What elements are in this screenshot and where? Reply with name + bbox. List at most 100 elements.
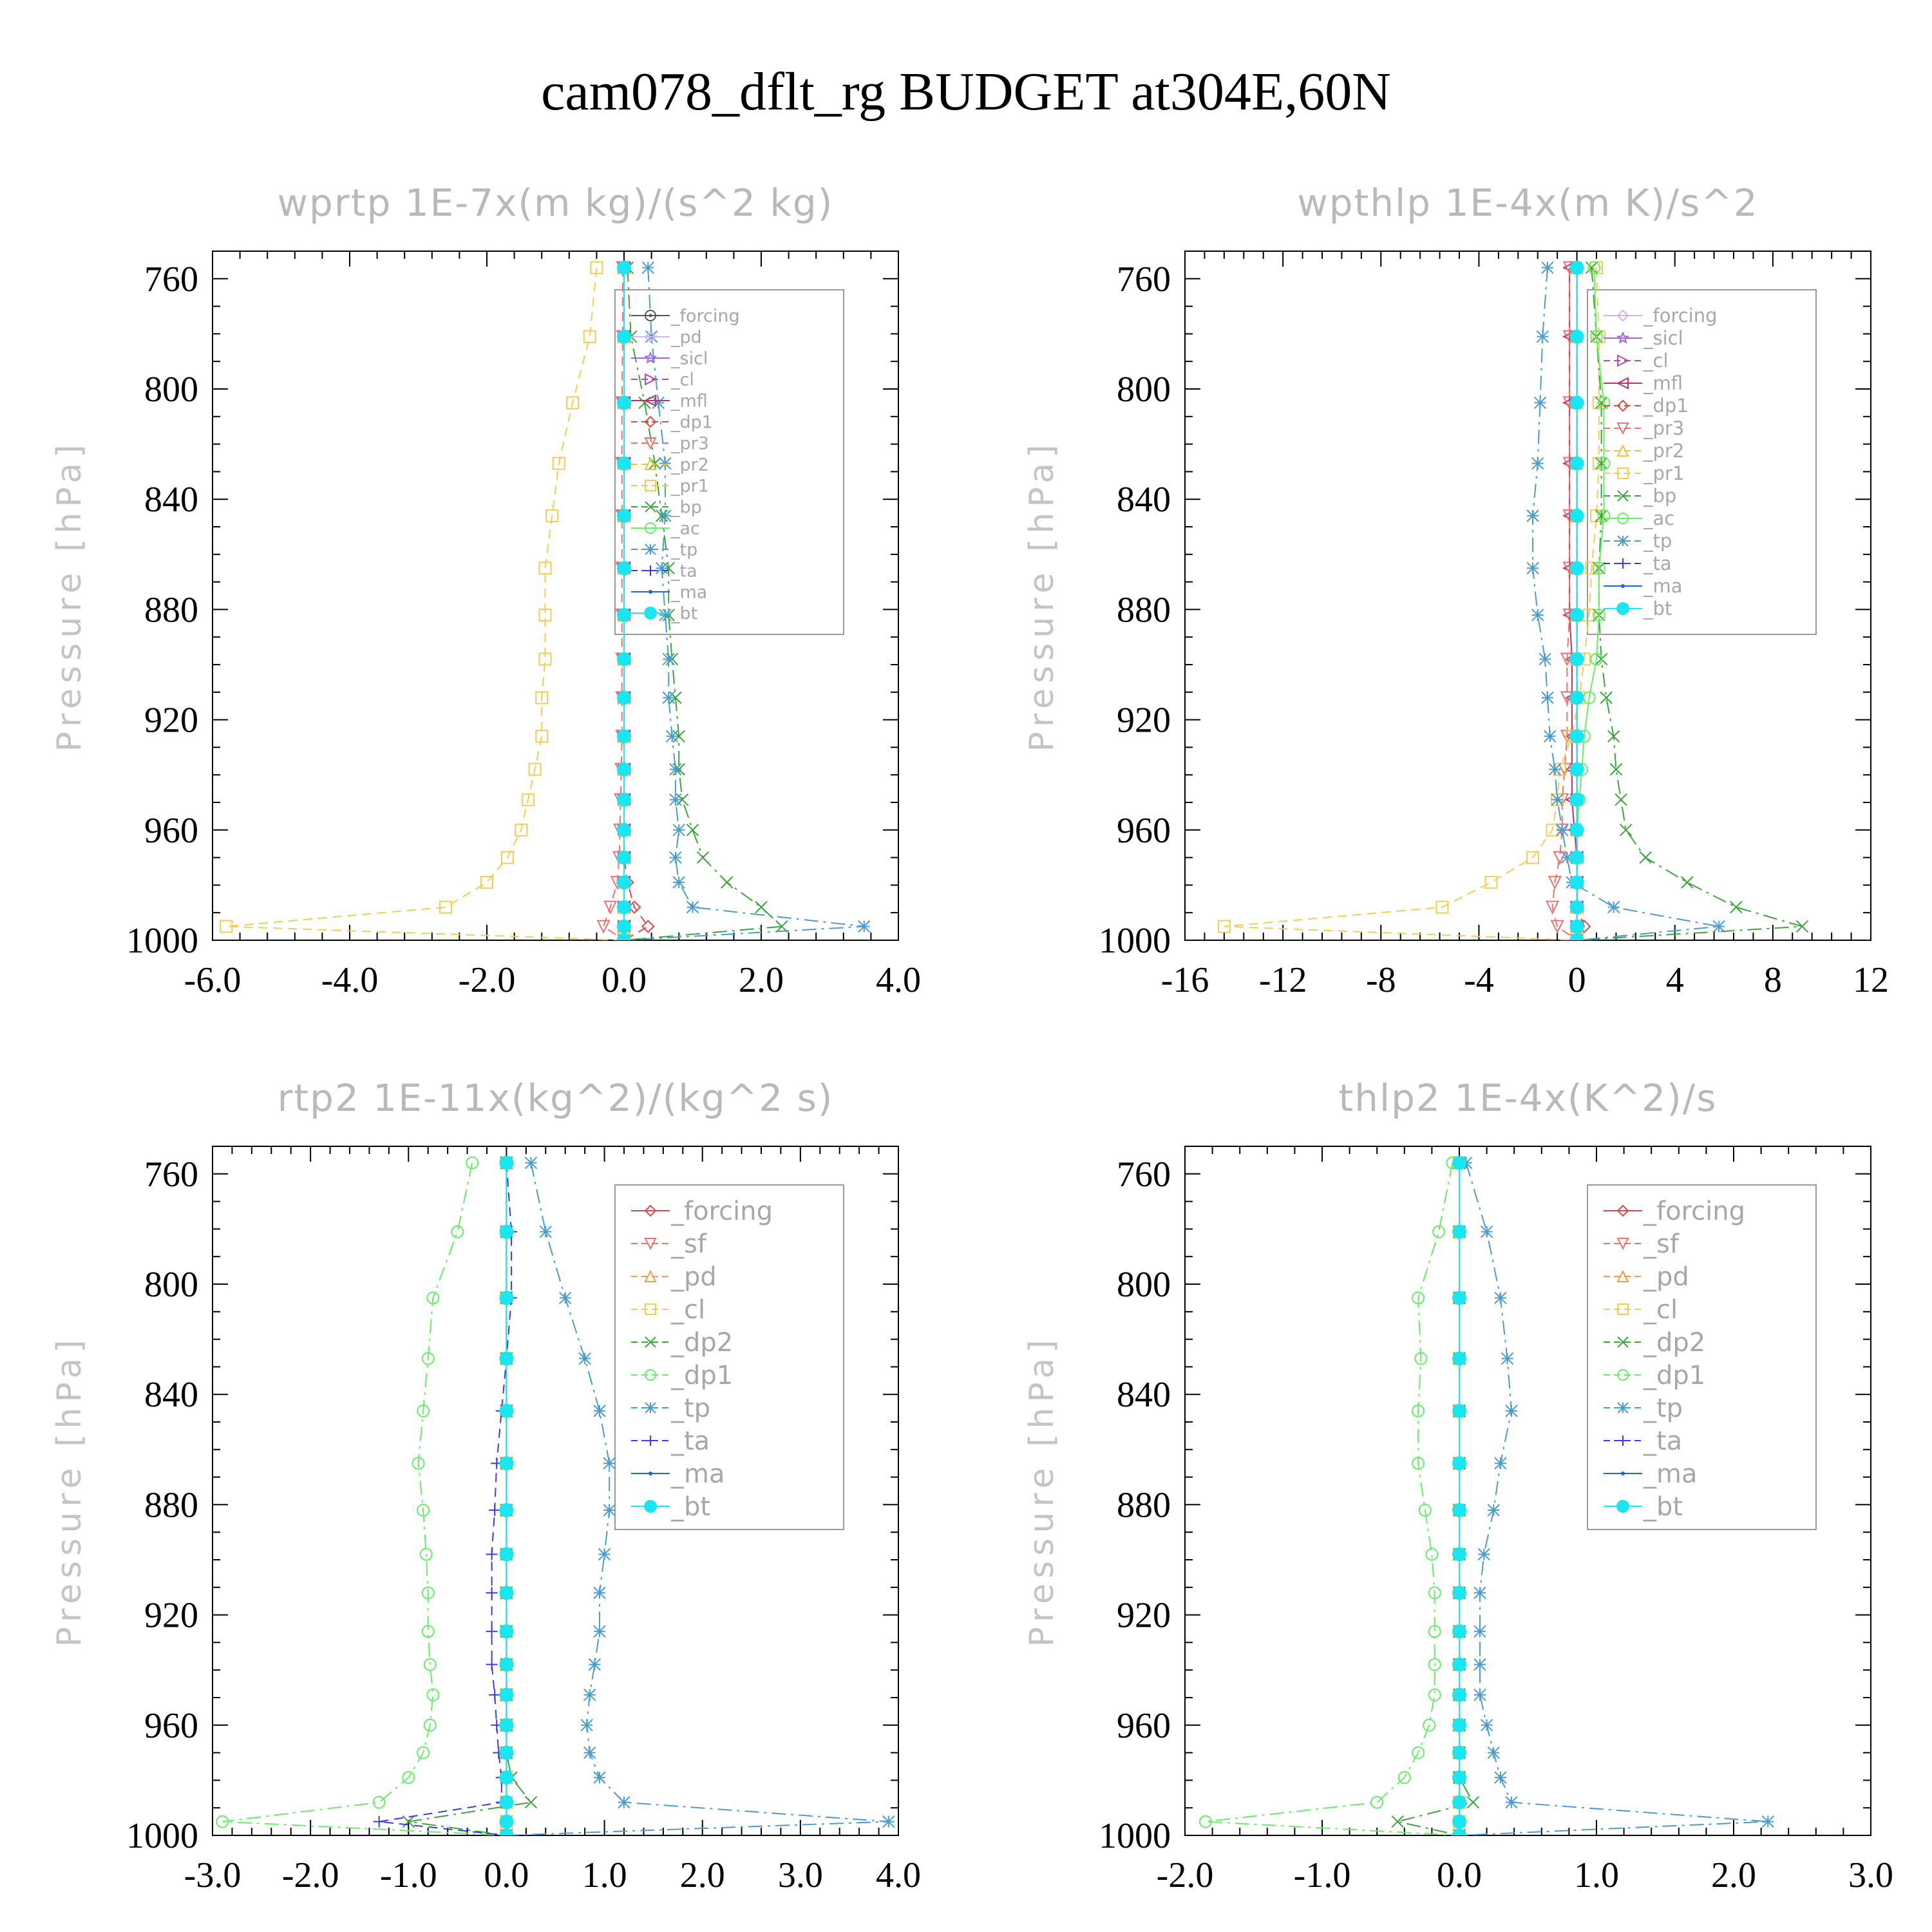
legend-item-forcing: _forcing <box>1604 305 1718 327</box>
legend-marker-ta <box>645 565 656 576</box>
legend-item-bp: _bp <box>1604 485 1676 507</box>
point-pr1 <box>545 509 559 522</box>
point-bt <box>1569 919 1584 934</box>
point-pr1 <box>220 920 233 933</box>
legend-marker-dp2 <box>645 1336 656 1348</box>
point-tp <box>1539 652 1551 666</box>
point-tp <box>1531 609 1544 621</box>
series-tp <box>618 261 871 940</box>
legend-item-ta: _ta <box>1604 553 1672 574</box>
point-bt <box>1569 508 1584 523</box>
point-tp <box>583 1689 596 1701</box>
legend-item-pr1: _pr1 <box>1604 462 1684 484</box>
point-dp1 <box>1423 1718 1436 1732</box>
panel-title: wpthlp 1E-4x(m K)/s^2 <box>1297 181 1758 225</box>
legend-marker-tp <box>645 1402 656 1414</box>
legend-item-cl: _cl <box>1604 350 1669 372</box>
legend-label: _pr2 <box>1643 440 1684 462</box>
legend-label: _pr3 <box>670 433 709 453</box>
legend-marker-ta <box>1618 1435 1628 1446</box>
series-line-pr3 <box>602 267 625 940</box>
point-ac <box>1597 396 1611 410</box>
point-ta <box>486 1658 498 1671</box>
panel-title: thlp2 1E-4x(K^2)/s <box>1338 1076 1717 1120</box>
y-tick-label: 880 <box>1117 590 1171 630</box>
x-tick-label: -2.0 <box>282 1855 339 1895</box>
legend-marker-tp <box>1617 535 1629 547</box>
point-bt <box>1452 1351 1466 1366</box>
point-pr1 <box>1484 876 1498 889</box>
legend-label: _ma <box>670 582 707 602</box>
x-tick-label: -12 <box>1259 960 1307 1000</box>
plot-area <box>1217 260 1809 940</box>
point-bt <box>1452 1502 1466 1517</box>
point-tp <box>1487 1504 1500 1517</box>
page-title: cam078_dflt_rg BUDGET at304E,60N <box>541 62 1391 122</box>
point-pr3 <box>603 900 618 914</box>
point-bt <box>617 329 631 344</box>
point-tp <box>1505 1795 1518 1809</box>
point-tp <box>669 793 682 806</box>
point-tp <box>1556 824 1569 837</box>
point-dp1 <box>1432 1225 1446 1238</box>
y-tick-label: 920 <box>144 701 198 741</box>
legend-item-pd: _pd <box>631 327 702 347</box>
legend-box <box>1587 289 1817 635</box>
point-ac <box>1590 330 1603 343</box>
point-pr1 <box>535 691 549 705</box>
point-tp <box>1473 1689 1486 1701</box>
legend-label: _cl <box>670 370 694 390</box>
point-bt <box>499 1745 514 1760</box>
point-bt <box>617 729 631 744</box>
legend-marker-pr1 <box>645 480 656 491</box>
point-dp1 <box>1418 1503 1432 1517</box>
y-axis-label: Pressure [hPa] <box>50 1335 89 1647</box>
series-line-dp1 <box>1576 267 1586 940</box>
plot-frame <box>212 1146 899 1836</box>
legend-label: _ac <box>1643 507 1674 529</box>
legend-item-bt: _bt <box>1604 1492 1683 1522</box>
point-dp1 <box>1428 1586 1441 1600</box>
point-tp <box>1544 730 1557 743</box>
series-line-dp2 <box>408 1162 533 1835</box>
point-bt <box>1452 1770 1466 1785</box>
point-tp <box>858 920 871 933</box>
point-bt <box>617 792 631 807</box>
legend-marker-bt <box>644 1500 657 1513</box>
y-axis-label: Pressure [hPa] <box>1023 1335 1061 1647</box>
y-tick-label: 920 <box>1117 701 1171 741</box>
point-tp <box>1712 920 1725 933</box>
x-tick-label: -4.0 <box>321 960 379 1000</box>
legend-item-bt: _bt <box>631 603 697 623</box>
legend-label: _cl <box>670 1295 705 1325</box>
point-bp <box>1639 851 1652 864</box>
legend-marker-ac <box>645 522 656 534</box>
panel-title: wprtp 1E-7x(m kg)/(s^2 kg) <box>278 181 834 225</box>
y-tick-label: 840 <box>144 480 198 520</box>
plot-frame <box>1184 1146 1871 1836</box>
point-tp <box>1480 1719 1493 1732</box>
point-tp <box>665 730 679 743</box>
x-tick-label: 12 <box>1853 960 1889 1000</box>
y-axis-label: Pressure [hPa] <box>1023 440 1061 752</box>
point-bt <box>1452 1224 1466 1239</box>
point-ta <box>486 1548 498 1560</box>
point-bp <box>1595 509 1608 522</box>
point-bp <box>696 851 710 864</box>
x-tick-label: 4.0 <box>876 1855 921 1895</box>
point-dp1 <box>421 1625 435 1638</box>
series-line-bp <box>623 267 784 940</box>
tick-marks <box>212 1146 899 1836</box>
point-dp2 <box>1466 1795 1480 1809</box>
legend-label: _sf <box>670 1229 707 1259</box>
point-bt <box>1452 1291 1466 1305</box>
point-tp <box>1548 762 1562 776</box>
x-tick-label: -2.0 <box>459 960 516 1000</box>
point-tp <box>539 1225 552 1238</box>
point-tp <box>578 1352 591 1365</box>
legend-marker-dp1 <box>1617 1369 1629 1381</box>
point-dp1 <box>1428 1658 1441 1671</box>
legend-marker-ma <box>1621 1472 1625 1475</box>
x-tick-label: -1.0 <box>1294 1855 1351 1895</box>
plot-frame <box>212 251 899 941</box>
